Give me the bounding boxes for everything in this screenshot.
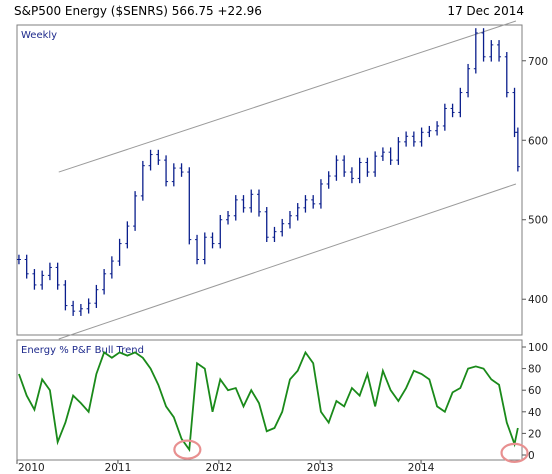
indicator-panel bbox=[16, 339, 523, 461]
price-bar bbox=[171, 163, 176, 187]
price-bar bbox=[515, 127, 520, 172]
chart-date: 17 Dec 2014 bbox=[447, 4, 524, 18]
axis-ticks: 400 500 600 700 0 20 40 60 80 100 2010 2011 2012 2013… bbox=[16, 56, 548, 474]
indicator-tick-label: 60 bbox=[528, 385, 541, 397]
price-bar bbox=[295, 203, 300, 221]
price-bar bbox=[411, 131, 416, 147]
price-bar bbox=[396, 137, 401, 165]
indicator-tick-label: 20 bbox=[528, 428, 541, 440]
price-bar bbox=[334, 155, 339, 181]
price-bar bbox=[125, 221, 130, 249]
price-bar bbox=[148, 149, 153, 171]
x-tick-label: 2014 bbox=[408, 462, 435, 474]
price-bar bbox=[419, 127, 424, 147]
price-bar bbox=[311, 195, 316, 209]
price-bar bbox=[179, 163, 184, 177]
price-bar bbox=[450, 103, 455, 118]
trend-channel-upper bbox=[58, 20, 517, 173]
price-bar bbox=[489, 40, 494, 62]
indicator-tick-label: 100 bbox=[528, 342, 548, 354]
price-bar bbox=[404, 131, 409, 147]
price-bar bbox=[187, 167, 192, 245]
oversold-marker bbox=[500, 442, 529, 463]
price-bar bbox=[365, 157, 370, 177]
price-bar bbox=[256, 189, 261, 217]
price-bar bbox=[63, 280, 68, 311]
x-tick-label: 2013 bbox=[307, 462, 334, 474]
price-bar bbox=[32, 269, 37, 290]
price-bar bbox=[504, 52, 509, 98]
price-bar bbox=[427, 125, 432, 138]
price-bar bbox=[318, 179, 323, 209]
indicator-tick-label: 40 bbox=[528, 407, 541, 419]
price-bar bbox=[140, 160, 145, 201]
price-bar bbox=[109, 256, 114, 279]
bull-trend-line bbox=[18, 350, 519, 453]
price-bar bbox=[388, 147, 393, 165]
price-tick-label: 700 bbox=[528, 56, 548, 68]
price-bar bbox=[435, 121, 440, 136]
indicator-tick-label: 80 bbox=[528, 364, 541, 376]
price-bar bbox=[78, 304, 83, 316]
price-tick-label: 500 bbox=[528, 215, 548, 227]
trend-channel-lower bbox=[58, 183, 517, 340]
price-bar bbox=[466, 63, 471, 98]
price-bar bbox=[380, 147, 385, 161]
price-bar bbox=[349, 167, 354, 184]
price-bar bbox=[357, 157, 362, 184]
price-bar bbox=[133, 191, 138, 231]
price-bar bbox=[264, 207, 269, 242]
price-bar bbox=[373, 151, 378, 177]
price-bar bbox=[55, 262, 60, 290]
price-bar bbox=[497, 40, 502, 62]
price-panel-label: Weekly bbox=[21, 30, 57, 41]
x-tick-label: 2011 bbox=[105, 462, 132, 474]
oversold-marker bbox=[173, 439, 202, 460]
price-bar bbox=[458, 87, 463, 118]
price-bar bbox=[164, 155, 169, 187]
price-bar bbox=[226, 211, 231, 225]
x-tick-label: 2012 bbox=[206, 462, 233, 474]
price-bar bbox=[303, 195, 308, 213]
indicator-panel-label: Energy % P&F Bull Trend bbox=[21, 345, 144, 356]
price-bar bbox=[102, 269, 107, 295]
price-bar bbox=[47, 262, 52, 281]
price-bar bbox=[481, 28, 486, 62]
price-bar bbox=[16, 254, 21, 265]
price-bar bbox=[473, 28, 478, 74]
price-bar bbox=[287, 211, 292, 229]
price-bar bbox=[442, 103, 447, 131]
price-bar bbox=[218, 214, 223, 249]
price-panel bbox=[16, 24, 523, 336]
price-bar bbox=[117, 238, 122, 266]
price-bar bbox=[326, 171, 331, 189]
price-bar bbox=[24, 254, 29, 279]
price-bar bbox=[86, 298, 91, 314]
price-bar bbox=[202, 232, 207, 265]
price-bar bbox=[342, 155, 347, 177]
indicator-tick-label: 0 bbox=[528, 450, 535, 462]
price-bar bbox=[249, 189, 254, 213]
price-bar bbox=[241, 195, 246, 213]
indicator-series bbox=[18, 350, 529, 463]
price-bar bbox=[272, 226, 277, 242]
x-tick-label: 2010 bbox=[18, 462, 45, 474]
price-tick-label: 400 bbox=[528, 294, 548, 306]
price-series bbox=[16, 20, 520, 340]
price-bar bbox=[210, 232, 215, 249]
chart-title: S&P500 Energy ($SENRS) 566.75 +22.96 bbox=[14, 4, 262, 18]
price-bar bbox=[71, 300, 76, 316]
price-bar bbox=[156, 149, 161, 165]
price-bar bbox=[40, 270, 45, 290]
price-bar bbox=[233, 195, 238, 221]
price-bar bbox=[94, 284, 99, 308]
price-bar bbox=[195, 234, 200, 265]
price-tick-label: 600 bbox=[528, 135, 548, 147]
price-bar bbox=[280, 218, 285, 237]
